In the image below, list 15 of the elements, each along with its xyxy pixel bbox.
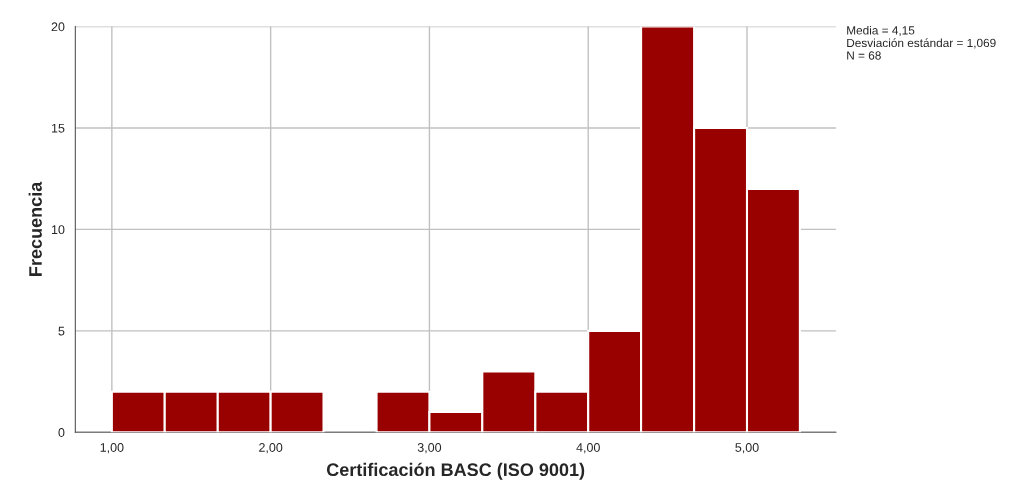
y-tick-label: 15 [51,123,65,133]
text: N = 68 [847,51,881,60]
x-axis-title: Certificación BASC (ISO 9001) [326,462,585,480]
y-tick-label: 0 [58,428,65,437]
x-tick-label: 2,00 [259,443,283,454]
x-tick-label: 4,00 [576,443,600,454]
x-tick-label: 1,00 [100,443,124,454]
text: Desviación estándar = 1,069 [847,38,996,49]
text: Media = 4,15 [847,25,915,36]
y-tick-label: 5 [58,326,65,336]
x-tick-label: 5,00 [735,443,759,454]
y-axis-title: Frecuencia [28,181,42,276]
x-tick-label: 3,00 [417,443,442,454]
y-tick-label: 20 [51,22,65,32]
y-tick-label: 10 [51,225,65,235]
